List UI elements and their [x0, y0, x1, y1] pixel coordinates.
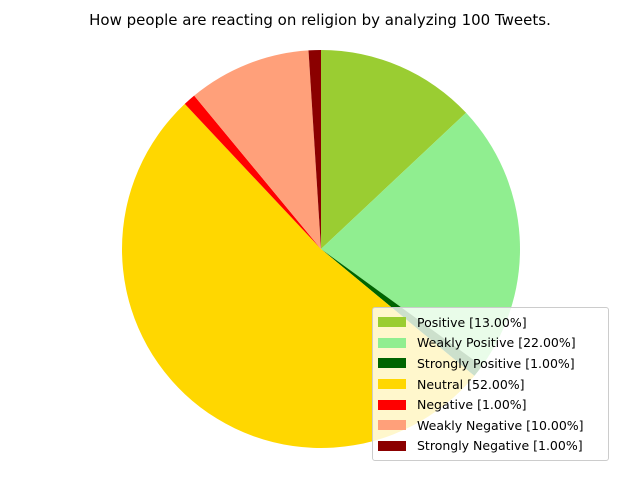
legend-swatch [378, 337, 406, 348]
legend-label: Weakly Positive [22.00%] [417, 335, 576, 351]
pie-slice-6 [194, 50, 321, 249]
pie-slice-2 [321, 112, 520, 366]
legend-swatch [378, 399, 406, 410]
legend-label: Negative [1.00%] [417, 397, 527, 413]
legend-swatch [378, 440, 406, 451]
legend-swatch [378, 317, 406, 328]
legend-item: Weakly Negative [10.00%] [373, 415, 608, 436]
legend-item: Strongly Positive [1.00%] [373, 353, 608, 374]
pie-slice-7 [308, 50, 321, 249]
legend-label: Neutral [52.00%] [417, 376, 525, 392]
legend-label: Strongly Positive [1.00%] [417, 355, 575, 371]
legend-label: Weakly Negative [10.00%] [417, 417, 584, 433]
legend-swatch [378, 379, 406, 390]
legend-swatch [378, 420, 406, 431]
legend-swatch [378, 358, 406, 369]
legend-label: Strongly Negative [1.00%] [417, 438, 583, 454]
legend-item: Negative [1.00%] [373, 394, 608, 415]
legend-label: Positive [13.00%] [417, 314, 527, 330]
pie-slice-5 [184, 95, 321, 249]
legend-item: Weakly Positive [22.00%] [373, 333, 608, 354]
legend-item: Positive [13.00%] [373, 312, 608, 333]
pie-slice-1 [321, 50, 467, 249]
legend-item: Neutral [52.00%] [373, 374, 608, 395]
legend: Positive [13.00%] Weakly Positive [22.00%… [372, 307, 609, 462]
legend-item: Strongly Negative [1.00%] [373, 436, 608, 457]
chart-title: How people are reacting on religion by a… [89, 11, 551, 29]
